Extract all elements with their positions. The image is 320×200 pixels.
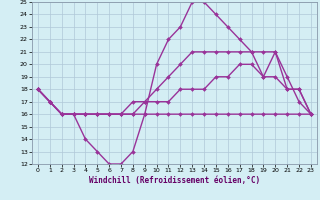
X-axis label: Windchill (Refroidissement éolien,°C): Windchill (Refroidissement éolien,°C) (89, 176, 260, 185)
